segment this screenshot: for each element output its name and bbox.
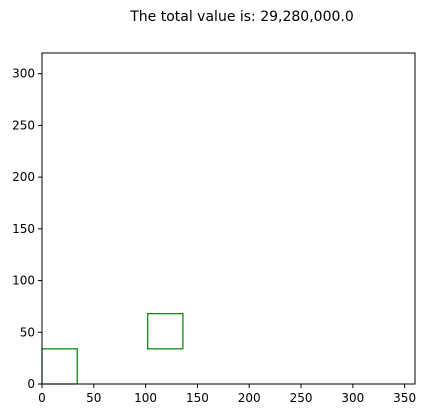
chart-title: The total value is: 29,280,000.0	[129, 9, 354, 25]
y-tick-label: 200	[12, 170, 35, 184]
y-tick-label: 300	[12, 67, 35, 81]
plot-frame	[41, 52, 416, 385]
x-tick-label: 200	[238, 391, 261, 405]
axes: 0 50 100 150 200 250 300 350 0 50 100 150 200 250 300	[12, 52, 416, 405]
x-tick-label: 50	[86, 391, 101, 405]
y-tick-label: 100	[12, 274, 35, 288]
x-tick-label: 100	[134, 391, 157, 405]
x-tick-label: 300	[341, 391, 364, 405]
y-tick-label: 150	[12, 222, 35, 236]
plot-area	[41, 313, 184, 385]
x-tick-label: 250	[290, 391, 313, 405]
x-tick-label: 0	[38, 391, 46, 405]
x-tick-label: 150	[186, 391, 209, 405]
y-tick-label: 50	[20, 325, 35, 339]
x-tick-label: 350	[393, 391, 416, 405]
y-tick-label: 250	[12, 118, 35, 132]
data-rectangle-2	[147, 313, 184, 350]
y-tick-label: 0	[27, 377, 35, 391]
data-rectangle-1	[41, 348, 78, 385]
